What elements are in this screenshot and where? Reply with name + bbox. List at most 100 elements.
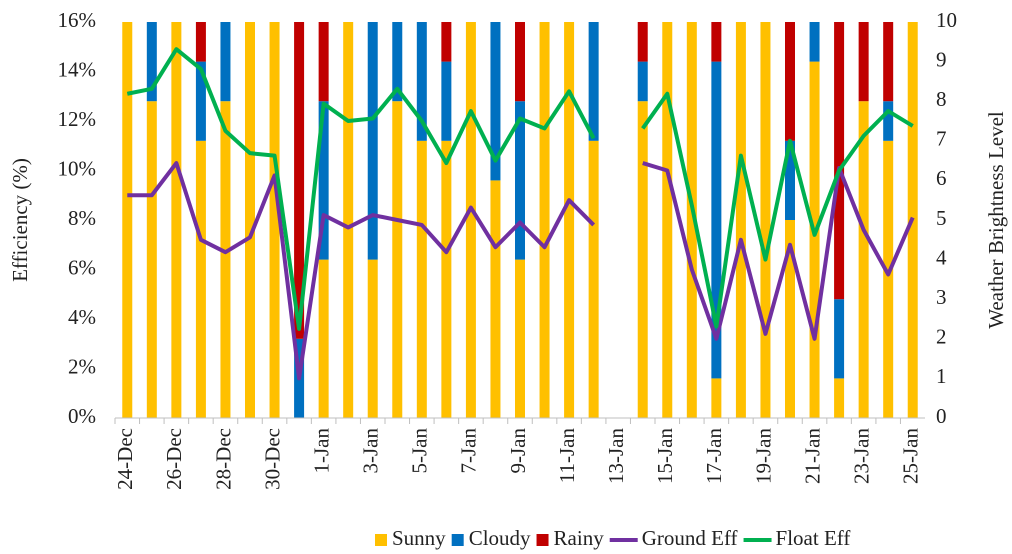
- bar: [318, 22, 329, 102]
- bar: [564, 22, 575, 418]
- y-tick-label: 14%: [58, 57, 97, 81]
- bar: [490, 22, 501, 181]
- y2-tick-label: 1: [936, 364, 947, 388]
- bar: [834, 22, 845, 300]
- bar: [515, 22, 525, 102]
- y-tick-label: 2%: [68, 354, 96, 378]
- bar: [515, 101, 525, 260]
- bar: [883, 101, 894, 141]
- bar: [195, 140, 206, 419]
- bar: [809, 61, 820, 418]
- x-tick-label: 3-Jan: [359, 428, 383, 474]
- bar: [662, 22, 673, 418]
- x-tick-label: 19-Jan: [751, 428, 775, 484]
- legend-marker: [375, 534, 387, 546]
- bar: [834, 378, 845, 418]
- x-tick-label: 26-Dec: [162, 428, 186, 490]
- y-tick-label: 0%: [68, 404, 96, 428]
- x-tick-label: 17-Jan: [702, 428, 726, 484]
- bar: [465, 22, 476, 418]
- bar: [318, 259, 329, 418]
- legend-label: Cloudy: [469, 526, 531, 550]
- x-tick-label: 30-Dec: [260, 428, 284, 490]
- x-tick-label: 7-Jan: [457, 428, 481, 474]
- bar: [195, 61, 206, 141]
- bar: [392, 22, 403, 102]
- bar: [343, 22, 354, 418]
- y-tick-label: 10%: [58, 156, 97, 180]
- x-tick-label: 23-Jan: [849, 428, 873, 484]
- bar: [735, 22, 746, 418]
- bar: [122, 22, 133, 418]
- bar: [686, 22, 697, 418]
- y2-tick-label: 6: [936, 166, 947, 190]
- bar: [858, 101, 869, 418]
- bar: [269, 22, 280, 418]
- bar: [785, 22, 795, 141]
- y-axis-title: Efficiency (%): [8, 158, 32, 282]
- bar: [760, 22, 771, 418]
- legend-marker: [536, 534, 549, 546]
- bar: [416, 22, 427, 141]
- bar: [539, 22, 550, 418]
- legend-label: Sunny: [392, 526, 446, 550]
- y2-tick-label: 10: [936, 8, 957, 32]
- bar: [416, 140, 427, 419]
- bar: [883, 140, 894, 419]
- bar: [883, 22, 894, 102]
- x-tick-label: 13-Jan: [604, 428, 628, 484]
- x-tick-label: 11-Jan: [555, 428, 579, 484]
- legend-label: Rainy: [554, 526, 605, 550]
- line: [127, 161, 915, 381]
- y2-tick-label: 4: [936, 245, 947, 269]
- bar: [146, 22, 157, 102]
- y2-tick-label: 7: [936, 127, 947, 151]
- bar: [858, 22, 869, 102]
- bar: [441, 140, 452, 419]
- bar: [294, 22, 305, 339]
- bar: [637, 61, 648, 102]
- bar: [195, 22, 206, 62]
- x-tick-label: 5-Jan: [408, 428, 432, 474]
- y-tick-label: 8%: [68, 206, 96, 230]
- y-tick-label: 6%: [68, 255, 96, 279]
- y2-tick-label: 2: [936, 325, 947, 349]
- line: [126, 47, 914, 331]
- bar: [711, 22, 722, 62]
- y2-tick-label: 3: [936, 285, 947, 309]
- bar: [171, 22, 182, 418]
- bar: [146, 101, 157, 418]
- bar: [711, 378, 722, 418]
- y2-axis-title: Weather Brightness Level: [984, 111, 1008, 329]
- x-tick-label: 9-Jan: [506, 428, 530, 474]
- bar: [392, 101, 403, 418]
- bar: [245, 22, 255, 418]
- bar: [490, 180, 501, 418]
- x-tick-label: 25-Jan: [899, 428, 923, 484]
- y2-tick-label: 8: [936, 87, 947, 111]
- legend-label: Ground Eff: [642, 526, 738, 550]
- x-tick-label: 28-Dec: [211, 428, 235, 490]
- x-tick-label: 15-Jan: [653, 428, 677, 484]
- bar: [785, 220, 795, 418]
- bar: [367, 22, 378, 260]
- bar: [637, 22, 648, 62]
- bar: [809, 22, 820, 62]
- y2-tick-label: 0: [936, 404, 947, 428]
- bar: [711, 61, 722, 379]
- bar: [441, 22, 452, 62]
- bar: [785, 140, 795, 220]
- bar: [318, 101, 329, 260]
- y-tick-label: 4%: [68, 305, 96, 329]
- bar: [588, 140, 599, 419]
- x-tick-label: 21-Jan: [800, 428, 824, 484]
- bar: [220, 22, 231, 102]
- bar: [588, 22, 599, 141]
- bar: [637, 101, 648, 418]
- x-tick-label: 1-Jan: [309, 428, 333, 474]
- legend-marker: [451, 534, 464, 546]
- legend-label: Float Eff: [776, 526, 851, 550]
- y-tick-label: 12%: [58, 107, 97, 131]
- y2-tick-label: 5: [936, 206, 947, 230]
